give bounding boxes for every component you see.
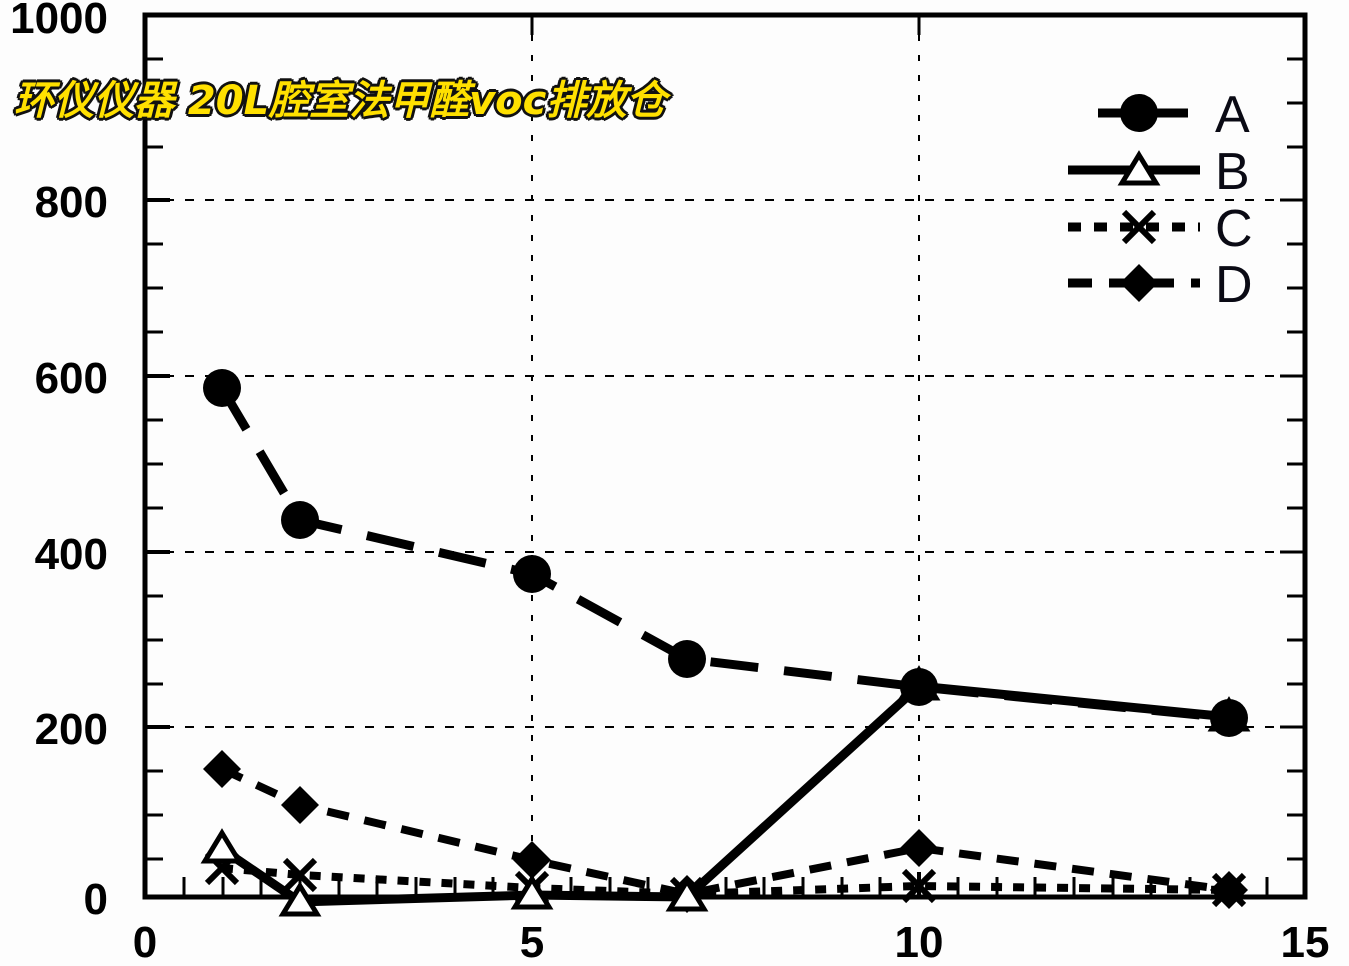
x-tick-label-10: 10	[895, 918, 944, 966]
legend-label-c: C	[1215, 200, 1253, 258]
plot-background	[145, 15, 1305, 897]
y-axis-major-ticks	[145, 198, 170, 729]
series-a-line	[218, 385, 1230, 723]
series-a	[203, 369, 1248, 737]
y-tick-label-600: 600	[35, 354, 108, 403]
y-axis-right-ticks	[1280, 57, 1305, 861]
series-c-line	[221, 864, 1230, 899]
x-tick-label-0: 0	[133, 918, 157, 966]
legend-marker-a-filled-circle	[1120, 94, 1158, 132]
y-axis-tick-labels: 1000 800 600 400 200 0	[10, 0, 108, 924]
y-axis-minor-ticks	[145, 57, 163, 861]
series-d-line	[220, 765, 1230, 899]
legend-label-a: A	[1215, 86, 1250, 144]
x-tick-label-5: 5	[520, 918, 544, 966]
legend-label-d: D	[1215, 256, 1253, 314]
chart-legend: A B C D	[1068, 86, 1253, 314]
legend-item-a[interactable]: A	[1098, 86, 1250, 144]
legend-item-b[interactable]: B	[1068, 143, 1250, 201]
legend-marker-b-open-triangle	[1117, 150, 1161, 186]
y-tick-label-800: 800	[35, 178, 108, 227]
x-axis-top-ticks	[530, 15, 921, 35]
horizontal-gridlines	[145, 199, 1305, 728]
legend-label-b: B	[1215, 143, 1250, 201]
y-tick-label-1000: 1000	[10, 0, 108, 43]
legend-item-c[interactable]: C	[1068, 200, 1253, 258]
series-a-markers	[203, 369, 1248, 737]
y-tick-label-200: 200	[35, 705, 108, 754]
legend-item-d[interactable]: D	[1068, 256, 1253, 314]
y-tick-label-0: 0	[84, 875, 108, 924]
legend-marker-c-cross-x	[1121, 209, 1157, 245]
x-axis-tick-labels: 0 5 10 15	[133, 918, 1330, 966]
y-tick-label-400: 400	[35, 530, 108, 579]
vertical-gridlines	[531, 15, 920, 897]
legend-marker-d-filled-diamond	[1120, 264, 1158, 302]
x-tick-label-15: 15	[1281, 918, 1330, 966]
